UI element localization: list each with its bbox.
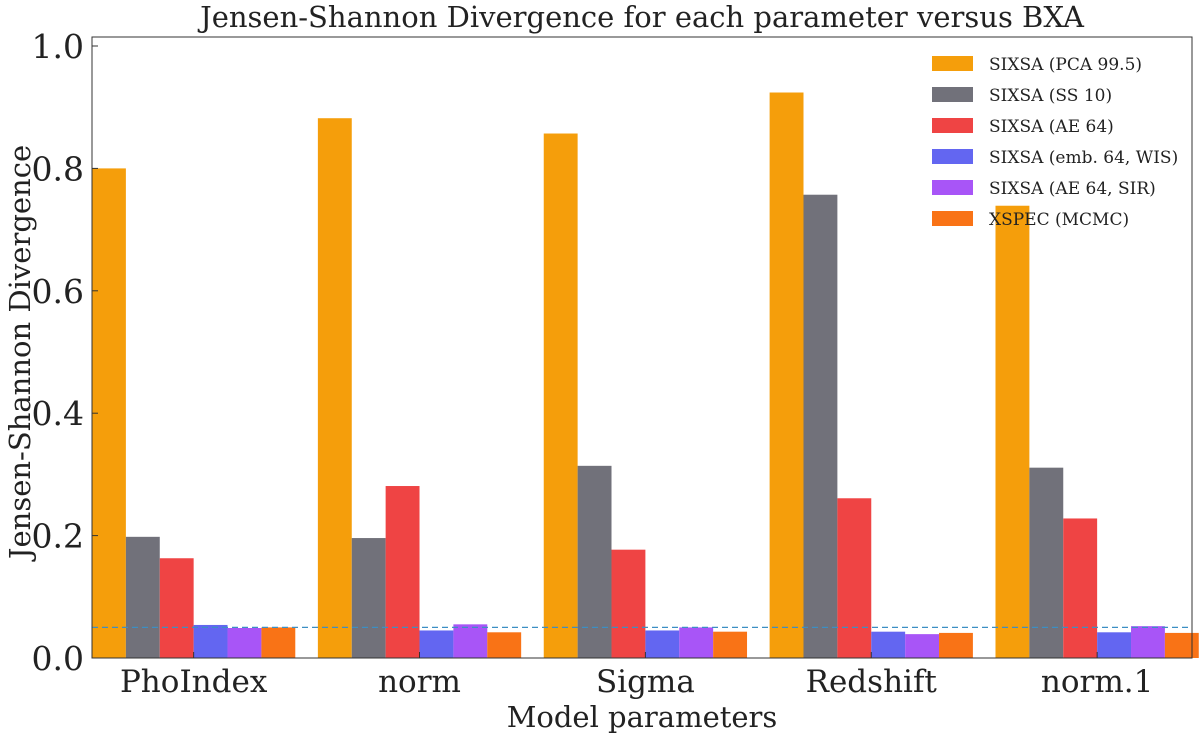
bar-sigma-series-2: [611, 549, 646, 658]
x-tick-label: Sigma: [596, 664, 695, 700]
bar-phoindex-series-5: [261, 627, 296, 658]
x-axis-label: Model parameters: [507, 700, 778, 734]
bar-norm-1-series-4: [1131, 626, 1165, 658]
legend-label: SIXSA (emb. 64, WIS): [989, 148, 1178, 168]
legend-swatch: [932, 118, 973, 133]
bar-redshift-series-3: [871, 631, 906, 658]
bar-norm-1-series-5: [1164, 632, 1199, 658]
bar-redshift-series-0: [769, 92, 804, 658]
legend-swatch: [932, 56, 973, 71]
legend-swatch: [932, 87, 973, 102]
legend-label: XSPEC (MCMC): [989, 210, 1129, 230]
y-tick-label: 1.0: [32, 27, 84, 66]
bar-norm-series-0: [317, 118, 352, 658]
bar-sigma-series-3: [645, 630, 680, 658]
legend-swatch: [932, 149, 973, 164]
y-tick-label: 0.6: [32, 272, 84, 311]
y-tick-label: 0.0: [32, 639, 84, 678]
bar-norm-1-series-2: [1063, 518, 1098, 658]
bar-sigma-series-5: [713, 631, 748, 658]
x-tick-label: norm: [378, 664, 461, 700]
chart-title: Jensen-Shannon Divergence for each param…: [197, 0, 1085, 34]
bar-norm-1-series-1: [1029, 467, 1064, 658]
legend: SIXSA (PCA 99.5) SIXSA (SS 10) SIXSA (AE 6…: [932, 55, 1178, 230]
x-tick-label: PhoIndex: [120, 664, 268, 700]
y-tick-label: 0.8: [32, 149, 84, 188]
bar-norm-1-series-0: [995, 205, 1030, 658]
bar-norm-1-series-3: [1097, 632, 1132, 658]
bar-norm-series-5: [487, 632, 522, 658]
bar-phoindex-series-3: [193, 624, 228, 658]
bar-norm-series-2: [385, 486, 420, 658]
x-tick-label: norm.1: [1041, 664, 1153, 700]
plot-frame: [91, 36, 1193, 659]
bar-norm-series-1: [351, 538, 386, 658]
bar-phoindex-series-1: [125, 536, 160, 658]
bar-norm-series-3: [419, 630, 454, 658]
x-tick-label: Redshift: [806, 664, 938, 700]
bar-redshift-series-1: [803, 194, 838, 658]
bar-sigma-series-0: [543, 133, 578, 659]
bar-redshift-series-4: [905, 634, 940, 658]
legend-label: SIXSA (AE 64): [989, 117, 1114, 137]
y-tick-label: 0.4: [32, 394, 84, 433]
bar-sigma-series-1: [577, 465, 612, 658]
legend-swatch: [932, 180, 973, 195]
y-axis-label: Jensen-Shannon Divergence: [3, 145, 37, 562]
legend-label: SIXSA (PCA 99.5): [989, 55, 1142, 75]
legend-label: SIXSA (SS 10): [989, 86, 1112, 106]
bar-sigma-series-4: [679, 627, 714, 658]
bar-redshift-series-2: [837, 498, 872, 658]
bar-phoindex-series-2: [159, 558, 194, 658]
bar-redshift-series-5: [939, 632, 973, 658]
legend-swatch: [932, 211, 973, 226]
bar-phoindex-series-4: [227, 628, 262, 658]
legend-label: SIXSA (AE 64, SIR): [989, 179, 1156, 199]
y-tick-label: 0.2: [32, 517, 84, 556]
bar-norm-series-4: [453, 624, 488, 658]
